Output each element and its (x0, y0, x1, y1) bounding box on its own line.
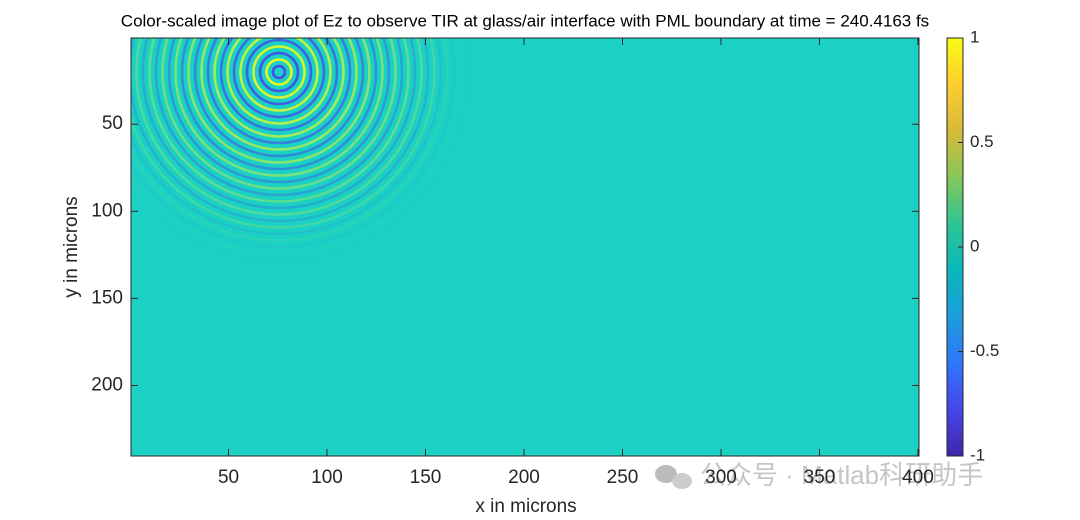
wave-ring (174, 38, 384, 177)
plot-frame (130, 37, 920, 457)
wave-ring (131, 38, 449, 242)
wave-ring (245, 38, 313, 106)
watermark-text: 公众号 · Matlab科研助手 (700, 460, 983, 490)
wave-ring (141, 38, 417, 210)
y-axis-label: y in microns (61, 196, 82, 297)
wave-ring (232, 38, 326, 119)
wave-ring (219, 38, 339, 132)
colorbar-tick-label: 0.5 (970, 132, 994, 151)
chart-title: Color-scaled image plot of Ez to observe… (121, 11, 929, 30)
x-tick-label: 300 (705, 467, 737, 488)
wave-ring (131, 38, 462, 255)
wave-ring (131, 38, 469, 262)
wave-rings (131, 38, 469, 262)
wave-ring (239, 38, 319, 112)
wave-ring (148, 38, 410, 203)
x-tick-label: 200 (508, 467, 540, 488)
wave-ring (167, 38, 391, 184)
wave-ring (252, 45, 306, 99)
wave-ring (131, 38, 436, 229)
wave-ring (213, 38, 345, 138)
wave-ring (131, 38, 443, 236)
y-tick-label: 100 (91, 200, 123, 221)
wave-ring (265, 58, 293, 86)
colorbar-tick-label: 0 (970, 236, 979, 255)
x-tick-label: 100 (311, 467, 343, 488)
x-tick-label: 350 (804, 467, 836, 488)
watermark-icon (672, 473, 692, 489)
wave-ring (271, 64, 287, 80)
colorbar-tick-label: -0.5 (970, 341, 999, 360)
colorbar-tick-label: -1 (970, 445, 985, 464)
wave-pattern (131, 38, 469, 262)
wave-ring (154, 38, 404, 197)
wave-ring (161, 38, 397, 190)
wave-ring (131, 38, 430, 223)
wave-ring (187, 38, 371, 164)
wave-ring (206, 38, 352, 145)
x-tick-label: 50 (218, 467, 239, 488)
wave-ring (193, 38, 365, 158)
watermark: 公众号 · Matlab科研助手 (655, 460, 983, 490)
x-tick-label: 400 (902, 467, 934, 488)
x-tick-label: 250 (607, 467, 639, 488)
y-tick-label: 50 (102, 113, 123, 134)
wave-ring (200, 38, 358, 151)
y-tick-label: 200 (91, 374, 123, 395)
wave-ring (226, 38, 332, 125)
colorbar-tick-label: 1 (970, 27, 979, 46)
x-tick-label: 150 (410, 467, 442, 488)
image-field (131, 38, 919, 456)
y-tick-label: 150 (91, 287, 123, 308)
wave-ring (258, 51, 300, 93)
wave-ring (180, 38, 378, 171)
wave-ring (135, 38, 423, 216)
wave-ring (131, 38, 456, 249)
watermark-icon (655, 465, 677, 483)
x-axis-label: x in microns (475, 496, 576, 517)
